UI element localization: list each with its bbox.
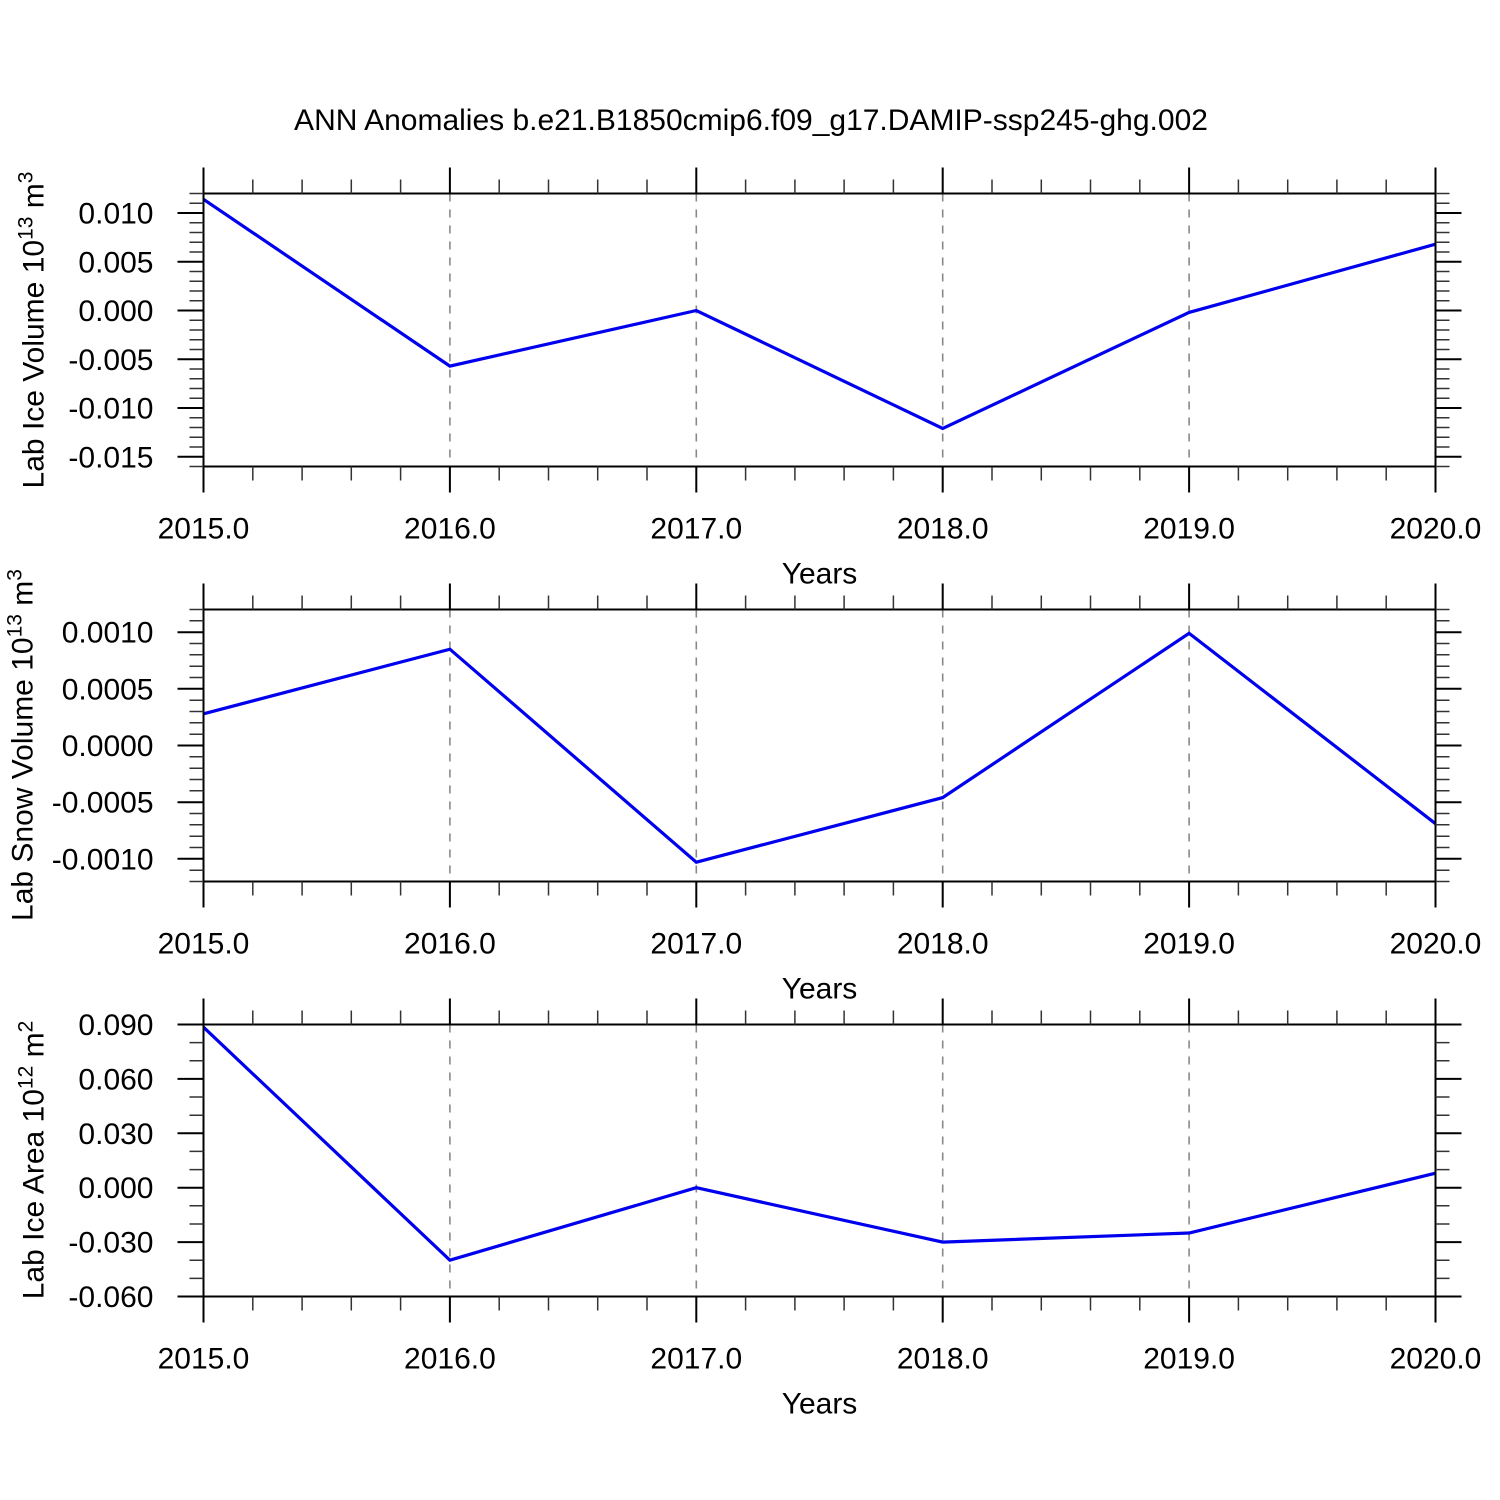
x-tick-label: 2017.0: [650, 928, 742, 961]
x-tick-label: 2018.0: [897, 928, 989, 961]
y-tick-label: -0.030: [68, 1227, 153, 1260]
y-axis-label-exponent: 13: [3, 614, 27, 638]
y-tick-label: -0.010: [68, 393, 153, 426]
major-ticks: [177, 167, 1462, 493]
y-axis-label-ice-volume: Lab Ice Volume 1013 m3: [15, 172, 52, 489]
x-tick-label: 2018.0: [897, 513, 989, 546]
x-tick-label: 2017.0: [650, 513, 742, 546]
y-axis-label-ice-area: Lab Ice Area 1012 m2: [15, 1021, 52, 1300]
x-tick-label: 2019.0: [1143, 1343, 1235, 1376]
y-tick-label: -0.005: [68, 344, 153, 377]
y-tick-label: 0.000: [78, 295, 153, 328]
data-line-lab-snow-volume: [203, 631, 1437, 864]
x-tick-label: 2019.0: [1143, 928, 1235, 961]
y-tick-label: 0.010: [78, 198, 153, 231]
y-tick-label: -0.015: [68, 441, 153, 474]
x-tick-label: 2015.0: [158, 928, 250, 961]
x-tick-label: 2016.0: [404, 1343, 496, 1376]
y-tick-label: 0.005: [78, 246, 153, 279]
plot-frame: [202, 192, 1437, 468]
x-tick-label: 2020.0: [1390, 513, 1482, 546]
major-ticks: [177, 583, 1462, 908]
x-tick-label: 2018.0: [897, 1343, 989, 1376]
figure-title: ANN Anomalies b.e21.B1850cmip6.f09_g17.D…: [294, 104, 1208, 137]
y-tick-label: 0.000: [78, 1172, 153, 1205]
x-tick-label: 2020.0: [1390, 928, 1482, 961]
y-axis-label-exponent: 13: [14, 216, 38, 240]
minor-ticks: [189, 179, 1450, 481]
minor-ticks: [189, 595, 1450, 896]
y-tick-label: 0.060: [78, 1063, 153, 1096]
y-axis-label-unit: m: [6, 580, 40, 615]
x-tick-label: 2019.0: [1143, 513, 1235, 546]
y-tick-label: 0.090: [78, 1009, 153, 1042]
y-axis-label-text: Lab Ice Volume 10: [17, 239, 51, 489]
x-axis-label: Years: [782, 1388, 858, 1421]
plot-frame: [202, 608, 1437, 883]
major-ticks: [177, 998, 1462, 1323]
y-tick-label: 0.030: [78, 1118, 153, 1151]
x-tick-label: 2016.0: [404, 928, 496, 961]
y-axis-label-unit-exponent: 3: [3, 569, 27, 581]
y-axis-label-unit-exponent: 2: [14, 1020, 38, 1033]
plot-frame: [202, 1023, 1437, 1298]
y-axis-label-unit: m: [17, 1032, 51, 1066]
x-tick-label: 2017.0: [650, 1343, 742, 1376]
x-tick-label: 2015.0: [158, 513, 250, 546]
data-line-lab-ice-volume: [202, 197, 1436, 431]
x-axis-label: Years: [782, 973, 858, 1006]
y-tick-label: 0.0005: [62, 673, 154, 706]
y-tick-label: 0.0010: [62, 617, 154, 650]
x-tick-label: 2020.0: [1390, 1343, 1482, 1376]
y-axis-label-unit-exponent: 3: [14, 171, 38, 184]
y-axis-label-text: Lab Ice Area 10: [17, 1089, 51, 1300]
data-line-lab-ice-area: [202, 1026, 1436, 1262]
y-tick-label: 0.0000: [62, 730, 154, 763]
minor-ticks: [189, 1010, 1450, 1311]
x-tick-label: 2016.0: [404, 513, 496, 546]
y-axis-label-snow-volume: Lab Snow Volume 1013 m3: [4, 569, 41, 921]
x-tick-label: 2015.0: [158, 1343, 250, 1376]
y-tick-label: -0.060: [68, 1281, 153, 1314]
y-axis-label-text: Lab Snow Volume 10: [6, 637, 40, 921]
x-axis-label: Years: [782, 558, 858, 591]
y-tick-label: -0.0005: [52, 787, 154, 820]
y-axis-label-exponent: 12: [14, 1065, 38, 1090]
y-tick-label: -0.0010: [52, 843, 154, 876]
y-axis-label-unit: m: [17, 183, 51, 217]
